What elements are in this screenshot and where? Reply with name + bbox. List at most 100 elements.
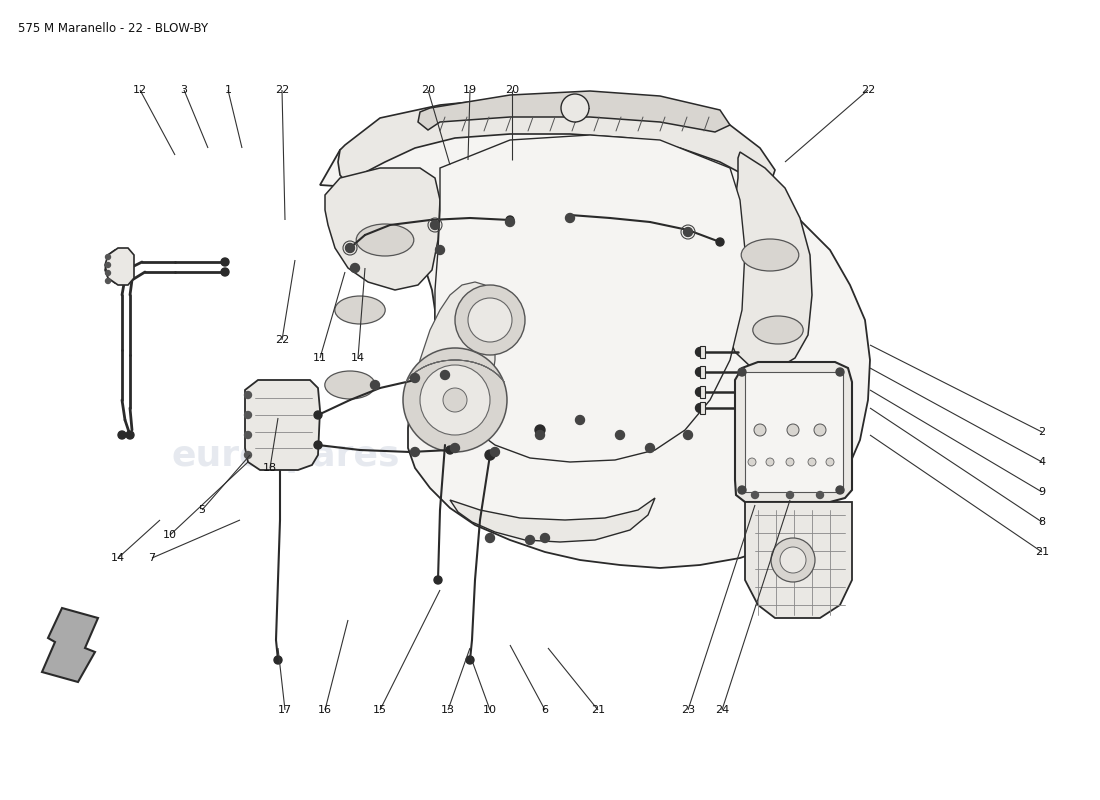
Circle shape	[526, 535, 535, 545]
Circle shape	[420, 365, 490, 435]
Text: 13: 13	[441, 705, 455, 715]
Circle shape	[836, 368, 844, 376]
Circle shape	[485, 450, 495, 460]
Text: 17: 17	[278, 705, 293, 715]
Circle shape	[616, 430, 625, 439]
Text: 3: 3	[180, 85, 187, 95]
Polygon shape	[434, 135, 745, 462]
Ellipse shape	[334, 296, 385, 324]
Circle shape	[565, 214, 574, 222]
Text: 15: 15	[373, 705, 387, 715]
Text: eurospares: eurospares	[634, 303, 862, 337]
Text: 20: 20	[505, 85, 519, 95]
Circle shape	[695, 403, 704, 413]
Circle shape	[646, 443, 654, 453]
Circle shape	[244, 451, 252, 458]
Circle shape	[468, 298, 512, 342]
Text: eurospares: eurospares	[172, 439, 400, 473]
Circle shape	[491, 447, 499, 457]
Circle shape	[836, 486, 844, 494]
Polygon shape	[104, 248, 134, 285]
Text: 18: 18	[263, 463, 277, 473]
Polygon shape	[415, 282, 495, 452]
Circle shape	[683, 430, 693, 439]
Circle shape	[106, 262, 110, 267]
Circle shape	[766, 458, 774, 466]
Circle shape	[106, 254, 110, 259]
FancyBboxPatch shape	[700, 346, 705, 358]
Circle shape	[410, 374, 419, 382]
Circle shape	[695, 347, 704, 357]
Circle shape	[771, 538, 815, 582]
Text: 6: 6	[541, 705, 549, 715]
Polygon shape	[745, 502, 852, 618]
Circle shape	[816, 491, 824, 498]
Text: 4: 4	[1038, 457, 1046, 467]
Text: 7: 7	[148, 553, 155, 563]
Circle shape	[540, 534, 550, 542]
Circle shape	[738, 368, 746, 376]
Text: 11: 11	[314, 353, 327, 363]
Polygon shape	[735, 362, 852, 502]
Circle shape	[403, 348, 507, 452]
Circle shape	[808, 458, 816, 466]
Circle shape	[106, 278, 110, 283]
Polygon shape	[450, 498, 654, 542]
Circle shape	[751, 491, 759, 498]
Text: 14: 14	[111, 553, 125, 563]
Circle shape	[314, 411, 322, 419]
Circle shape	[244, 411, 252, 418]
Circle shape	[274, 656, 282, 664]
Polygon shape	[338, 95, 776, 185]
Circle shape	[351, 263, 360, 273]
Circle shape	[126, 431, 134, 439]
Circle shape	[430, 221, 440, 230]
Circle shape	[695, 367, 704, 377]
Circle shape	[221, 258, 229, 266]
Circle shape	[786, 458, 794, 466]
Text: 14: 14	[351, 353, 365, 363]
Polygon shape	[324, 168, 440, 290]
Circle shape	[695, 387, 704, 397]
Circle shape	[446, 446, 454, 454]
Circle shape	[244, 391, 252, 398]
Polygon shape	[245, 380, 320, 470]
Text: 9: 9	[1038, 487, 1046, 497]
Circle shape	[466, 656, 474, 664]
Circle shape	[561, 94, 588, 122]
Text: 24: 24	[715, 705, 729, 715]
Text: 22: 22	[275, 335, 289, 345]
Circle shape	[434, 576, 442, 584]
Circle shape	[455, 285, 525, 355]
Polygon shape	[722, 152, 812, 370]
Text: 1: 1	[224, 85, 231, 95]
Text: 575 M Maranello - 22 - BLOW-BY: 575 M Maranello - 22 - BLOW-BY	[18, 22, 208, 35]
Circle shape	[814, 424, 826, 436]
Text: 22: 22	[861, 85, 876, 95]
Text: 23: 23	[681, 705, 695, 715]
Circle shape	[346, 244, 354, 252]
Polygon shape	[320, 108, 870, 568]
Circle shape	[436, 246, 444, 254]
Circle shape	[451, 443, 460, 453]
Text: 22: 22	[275, 85, 289, 95]
Circle shape	[118, 431, 127, 439]
Text: 2: 2	[1038, 427, 1046, 437]
Circle shape	[506, 216, 514, 224]
Circle shape	[786, 491, 793, 498]
FancyBboxPatch shape	[700, 402, 705, 414]
Ellipse shape	[741, 239, 799, 271]
Circle shape	[826, 458, 834, 466]
Text: 10: 10	[163, 530, 177, 540]
Ellipse shape	[752, 316, 803, 344]
Circle shape	[780, 547, 806, 573]
Circle shape	[575, 415, 584, 425]
Polygon shape	[104, 250, 130, 283]
Circle shape	[443, 388, 468, 412]
Circle shape	[683, 227, 693, 237]
Circle shape	[738, 486, 746, 494]
Polygon shape	[42, 608, 98, 682]
FancyBboxPatch shape	[700, 366, 705, 378]
Text: 5: 5	[198, 505, 206, 515]
Circle shape	[506, 218, 515, 226]
